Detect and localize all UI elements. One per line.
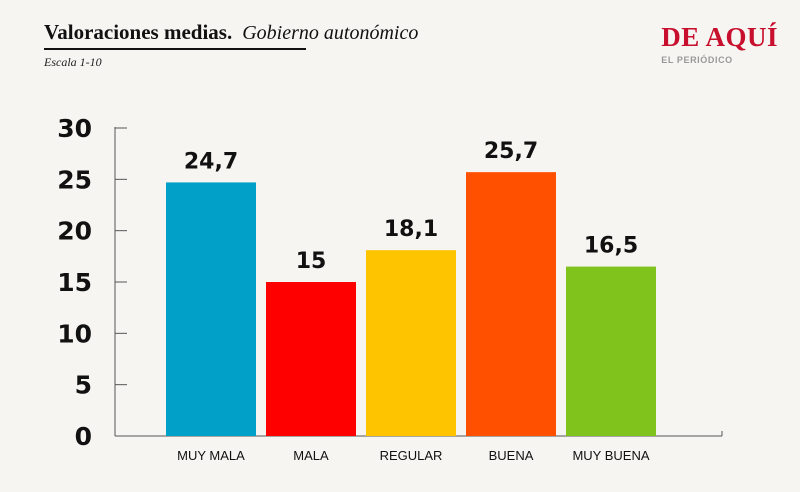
y-tick-label: 0	[75, 422, 92, 451]
brand-name: DE AQUÍ	[661, 22, 778, 52]
category-label: REGULAR	[380, 448, 443, 463]
labels-layer: 24,7 MUY MALA 15 MALA 18,1 REGULAR 25,7 BUENA 16…	[177, 139, 650, 463]
scale-note: Escala 1-10	[44, 55, 102, 69]
brand-tagline: EL PERIÓDICO	[661, 55, 733, 65]
bar-value-label: 18,1	[384, 217, 438, 242]
category-label: MUY BUENA	[572, 448, 649, 463]
brand-logo: DE AQUÍ EL PERIÓDICO	[661, 22, 778, 66]
chart-title: Valoraciones medias.	[44, 20, 233, 44]
bars-layer	[166, 172, 656, 436]
title-underline	[44, 48, 306, 50]
y-tick-label: 5	[75, 371, 92, 400]
y-tick-label: 15	[57, 268, 92, 297]
y-tick-label: 25	[57, 165, 92, 194]
y-tick-label: 30	[57, 114, 92, 143]
bar-value-label: 15	[296, 249, 327, 274]
bar	[566, 266, 656, 436]
bar	[166, 182, 256, 436]
category-label: MUY MALA	[177, 448, 245, 463]
category-label: BUENA	[489, 448, 534, 463]
bar-value-label: 25,7	[484, 139, 538, 164]
bar-value-label: 16,5	[584, 234, 638, 259]
category-label: MALA	[293, 448, 329, 463]
chart-subtitle: Gobierno autonómico	[242, 22, 419, 44]
y-tick-label: 20	[57, 217, 92, 246]
bar	[266, 282, 356, 436]
y-tick-label: 10	[57, 319, 92, 348]
bar-value-label: 24,7	[184, 149, 238, 174]
chart-title-row: Valoraciones medias. Gobierno autonómico	[44, 20, 418, 45]
bar	[466, 172, 556, 436]
bar	[366, 250, 456, 436]
